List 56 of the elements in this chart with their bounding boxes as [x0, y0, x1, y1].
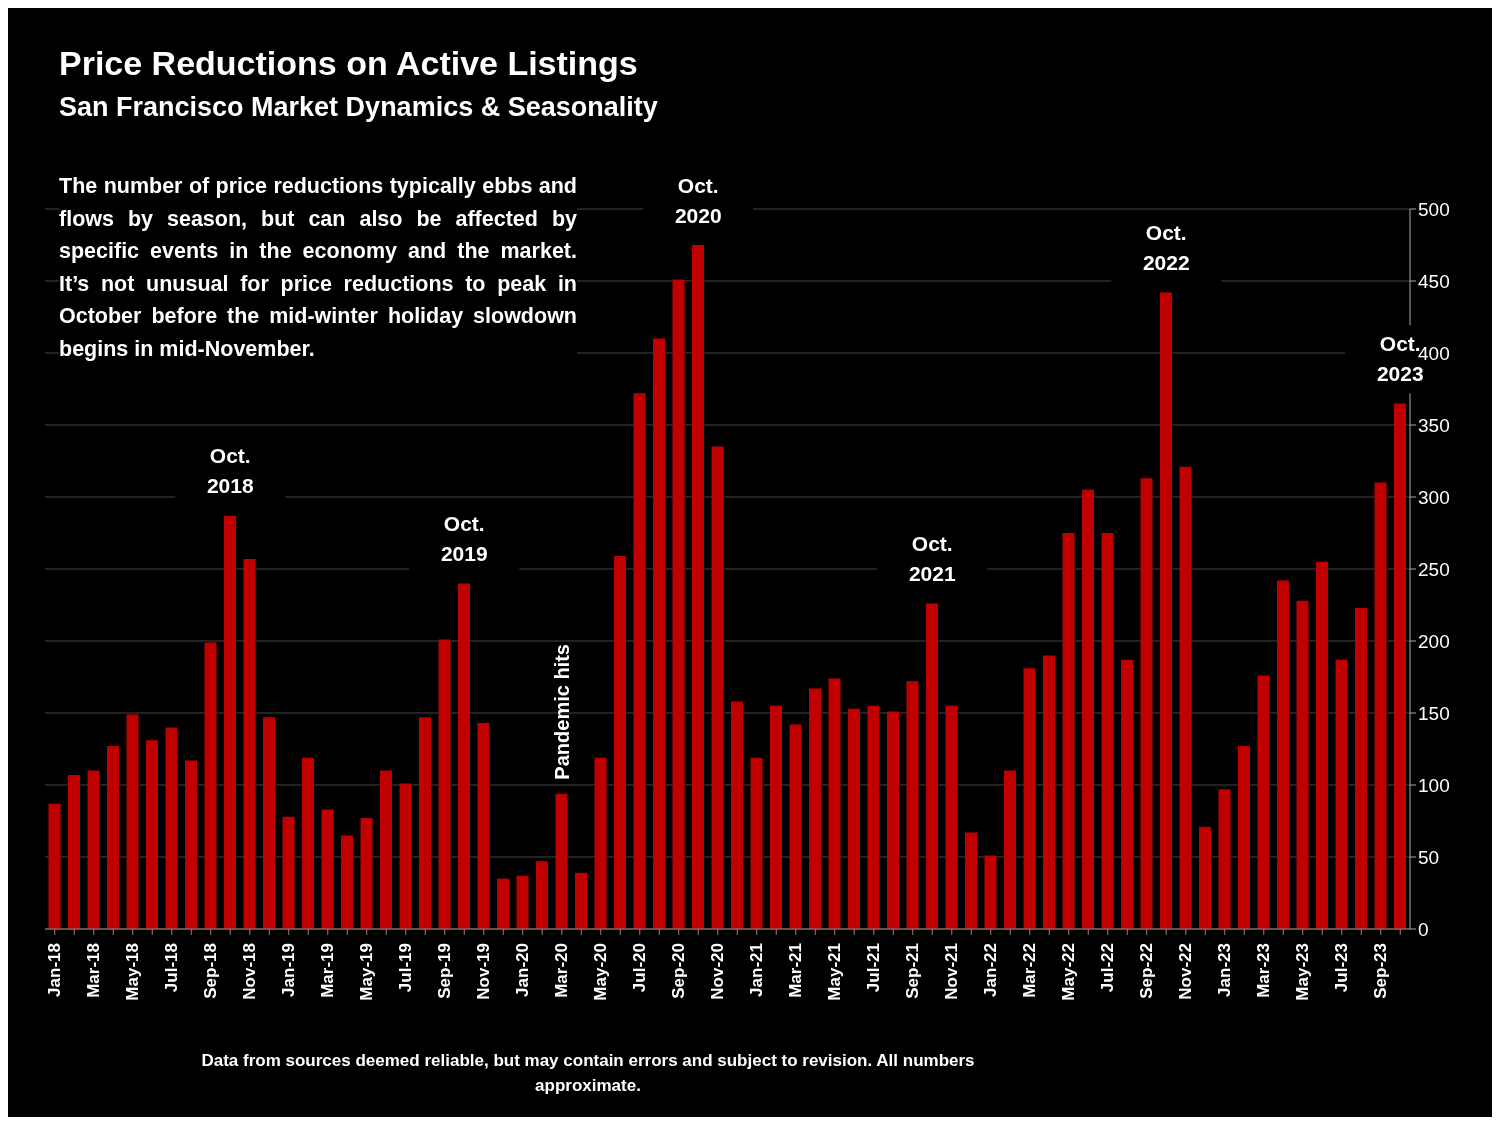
annotation: Oct. 2019 [440, 511, 488, 565]
x-tick-label: Jan-19 [279, 943, 299, 997]
x-tick-label: Jul-18 [162, 943, 182, 993]
x-tick-label: Mar-20 [552, 943, 572, 998]
x-tick-label: Sep-22 [1137, 943, 1157, 999]
x-tick-label: Nov-18 [240, 943, 260, 1000]
x-tick-label: Sep-23 [1371, 943, 1391, 999]
annotation: Oct. 2022 [1142, 221, 1190, 275]
text: Data from sources deemed reliable, but may contain errors and subject to revision. All numbers approximate. [200, 1050, 976, 1097]
x-tick-label: Sep-18 [201, 943, 221, 999]
x-tick-label: Jul-23 [1332, 943, 1352, 993]
x-tick-label: Sep-21 [903, 943, 923, 999]
annotation: The number of price reductions typically ebbs and flows by season, but can also be affected by specific events in the economy and the market. It’s not unusual for price reductions to peak in October before the mid-winter holiday slowdown begins in mid-November. [59, 168, 577, 367]
x-tick-label: Mar-22 [1020, 943, 1040, 998]
x-tick-label: Jul-20 [630, 943, 650, 993]
x-tick-label: Jan-23 [1215, 943, 1235, 997]
chart-title: Price Reductions on Active Listings [59, 44, 638, 83]
x-tick-label: May-19 [357, 943, 377, 1001]
x-tick-label: Jul-22 [1098, 943, 1118, 993]
x-tick-label: Jan-20 [513, 943, 533, 997]
y-tick-label: 0 [1418, 918, 1429, 940]
x-tick-label: May-20 [591, 943, 611, 1001]
x-tick-label: May-18 [123, 943, 143, 1001]
x-tick-label: Sep-19 [435, 943, 455, 999]
y-tick-label: 400 [1418, 342, 1450, 364]
annotation: Oct. 2021 [908, 532, 956, 586]
x-tick-label: Jan-21 [747, 943, 767, 997]
y-tick-label: 450 [1418, 270, 1450, 292]
x-tick-label: Sep-20 [669, 943, 689, 999]
y-tick-label: 350 [1418, 414, 1450, 436]
x-tick-label: May-22 [1059, 943, 1079, 1001]
x-tick-label: Mar-21 [786, 943, 806, 998]
x-tick-label: Nov-22 [1176, 943, 1196, 1000]
x-tick-label: May-23 [1293, 943, 1313, 1001]
y-tick-label: 50 [1418, 846, 1440, 868]
chart-subtitle: San Francisco Market Dynamics & Seasonality [59, 92, 658, 123]
y-tick-label: 300 [1418, 486, 1450, 508]
x-tick-label: Mar-18 [84, 943, 104, 998]
y-tick-label: 200 [1418, 630, 1450, 652]
y-tick-label: 500 [1418, 198, 1450, 220]
annotation: Oct. 2020 [674, 173, 722, 227]
y-tick-label: 250 [1418, 558, 1450, 580]
x-tick-label: Jul-21 [864, 943, 884, 993]
x-tick-label: Nov-19 [474, 943, 494, 1000]
x-tick-label: Jan-18 [45, 943, 65, 997]
x-tick-label: Jan-22 [981, 943, 1001, 997]
x-tick-label: May-21 [825, 943, 845, 1001]
x-tick-label: Mar-19 [318, 943, 338, 998]
y-tick-label: 100 [1418, 774, 1450, 796]
y-tick-label: 150 [1418, 702, 1450, 724]
annotation: Pandemic hits [550, 644, 573, 780]
x-tick-label: Mar-23 [1254, 943, 1274, 998]
x-tick-label: Nov-21 [942, 943, 962, 1000]
x-tick-label: Jul-19 [396, 943, 416, 993]
x-tick-label: Nov-20 [708, 943, 728, 1000]
annotation: Oct. 2018 [206, 444, 254, 498]
